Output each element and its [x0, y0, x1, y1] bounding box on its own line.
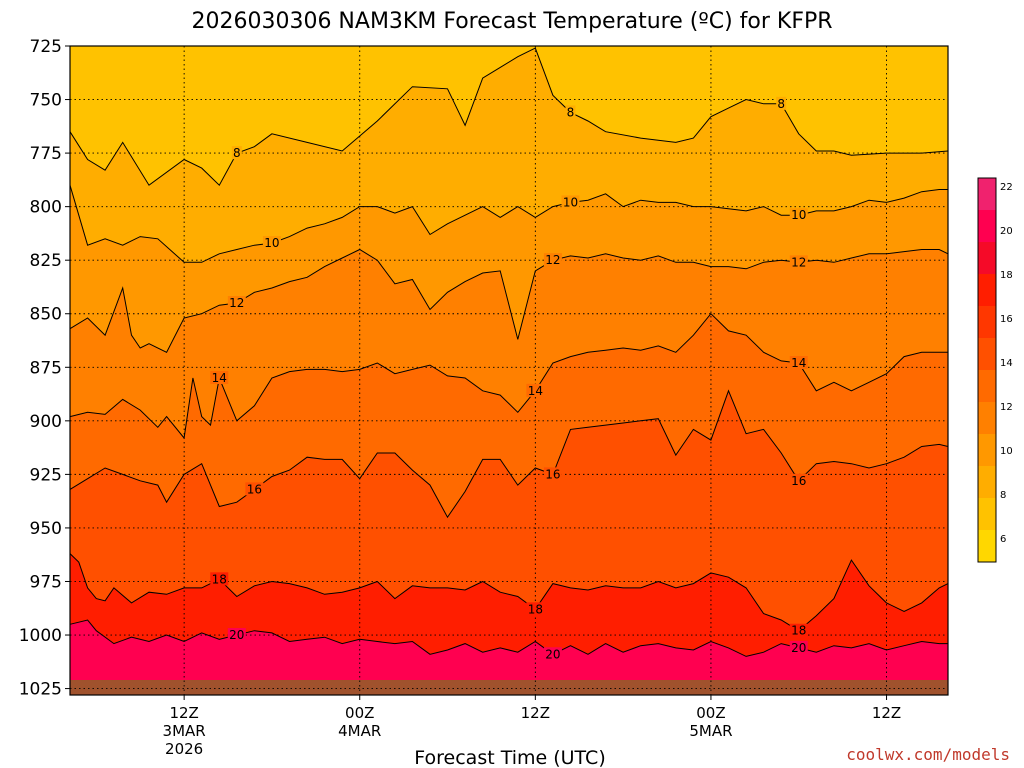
contour-label-10: 10 — [563, 195, 578, 209]
contour-label-bg — [789, 208, 808, 222]
contour-line-10 — [69, 185, 948, 263]
colorbar-label: 16 — [1000, 314, 1013, 325]
colorbar-label: 14 — [1000, 358, 1013, 369]
contour-label-bg — [789, 640, 808, 654]
band-fill-20 — [70, 620, 948, 695]
colorbar-segment — [978, 274, 996, 306]
colorbar-segment — [978, 402, 996, 434]
x-tick-label: 00Z — [345, 704, 374, 722]
contour-label-16: 16 — [791, 474, 806, 488]
contour-label-bg — [789, 623, 808, 637]
colorbar-segment — [978, 242, 996, 274]
contour-label-20: 20 — [229, 628, 244, 642]
contour-label-bg — [245, 482, 264, 496]
colorbar-label: 18 — [1000, 270, 1013, 281]
y-tick-label: 1025 — [19, 680, 62, 700]
contour-line-8 — [69, 47, 949, 187]
colorbar-label: 12 — [1000, 402, 1013, 413]
y-tick-label: 950 — [30, 519, 62, 539]
y-tick-label: 900 — [30, 412, 62, 432]
colorbar-frame — [977, 177, 997, 563]
colorbar-segment — [978, 306, 996, 338]
y-tick-label: 775 — [30, 144, 62, 164]
colorbar-segment — [978, 210, 996, 242]
contour-label-bg — [543, 253, 562, 267]
x-tick-label: 12Z — [169, 704, 198, 722]
y-tick-label: 975 — [30, 572, 62, 592]
x-tick-date: 4MAR — [338, 722, 381, 740]
x-axis-title: Forecast Time (UTC) — [414, 747, 605, 768]
contour-label-8: 8 — [233, 146, 241, 160]
contour-label-20: 20 — [791, 641, 806, 655]
contour-label-16: 16 — [545, 467, 560, 481]
x-tick-date: 5MAR — [689, 722, 732, 740]
y-tick-label: 850 — [30, 305, 62, 325]
y-tick-label: 1000 — [19, 626, 62, 646]
colorbar-segment — [978, 530, 996, 562]
colorbar-label: 6 — [1000, 534, 1006, 545]
x-tick-label: 12Z — [521, 704, 550, 722]
contour-label-bg — [227, 296, 246, 310]
plot-frame — [69, 45, 949, 696]
contour-label-bg — [262, 236, 281, 250]
contour-label-bg — [789, 356, 808, 370]
contour-label-18: 18 — [528, 602, 543, 616]
contour-label-18: 18 — [791, 624, 806, 638]
y-tick-label: 925 — [30, 465, 62, 485]
y-tick-label: 750 — [30, 91, 62, 111]
contour-label-bg — [543, 647, 562, 661]
colorbar-label: 10 — [1000, 446, 1013, 457]
contour-label-bg — [210, 370, 229, 384]
contour-label-18: 18 — [212, 572, 227, 586]
contour-label-12: 12 — [791, 255, 806, 269]
contour-label-bg — [565, 105, 576, 119]
contour-label-16: 16 — [247, 482, 262, 496]
y-tick-label: 825 — [30, 251, 62, 271]
contour-label-bg — [526, 602, 545, 616]
contour-label-bg — [776, 96, 787, 110]
colorbar-label: 20 — [1000, 226, 1013, 237]
credit-text: coolwx.com/models — [846, 745, 1010, 764]
contour-label-bg — [789, 255, 808, 269]
contour-label-bg — [543, 467, 562, 481]
contour-label-bg — [789, 473, 808, 487]
contour-label-bg — [210, 572, 229, 586]
y-tick-label: 875 — [30, 358, 62, 378]
contour-label-bg — [526, 383, 545, 397]
contour-label-8: 8 — [567, 105, 575, 119]
contour-label-bg — [227, 628, 246, 642]
colorbar-segment — [978, 370, 996, 402]
ground-layer — [70, 680, 948, 695]
y-tick-label: 725 — [30, 37, 62, 57]
x-tick-year: 2026 — [165, 740, 203, 758]
x-tick-label: 00Z — [696, 704, 725, 722]
colorbar-segment — [978, 498, 996, 530]
colorbar-segment — [978, 434, 996, 466]
contour-label-14: 14 — [791, 356, 806, 370]
chart-title: 2026030306 NAM3KM Forecast Temperature (… — [191, 9, 832, 34]
contour-label-20: 20 — [545, 647, 560, 661]
contour-label-bg — [561, 195, 580, 209]
contour-label-8: 8 — [777, 97, 785, 111]
contour-label-10: 10 — [791, 208, 806, 222]
y-tick-label: 800 — [30, 198, 62, 218]
colorbar-label: 22 — [1000, 182, 1013, 193]
contour-label-12: 12 — [545, 253, 560, 267]
plot-area: 8 8 8 10 10 10 12 12 12 14 14 14 16 16 16 18 18 18 20 20 20 — [69, 45, 949, 696]
colorbar-label: 8 — [1000, 490, 1006, 501]
contour-label-10: 10 — [264, 236, 279, 250]
contour-label-bg — [231, 146, 242, 160]
colorbar-segment — [978, 178, 996, 210]
x-tick-date: 3MAR — [163, 722, 206, 740]
colorbar-segment — [978, 338, 996, 370]
contour-label-12: 12 — [229, 296, 244, 310]
x-tick-label: 12Z — [872, 704, 901, 722]
colorbar-segment — [978, 466, 996, 498]
contour-label-14: 14 — [528, 384, 543, 398]
contour-line-16 — [69, 389, 949, 519]
contour-label-14: 14 — [212, 371, 227, 385]
